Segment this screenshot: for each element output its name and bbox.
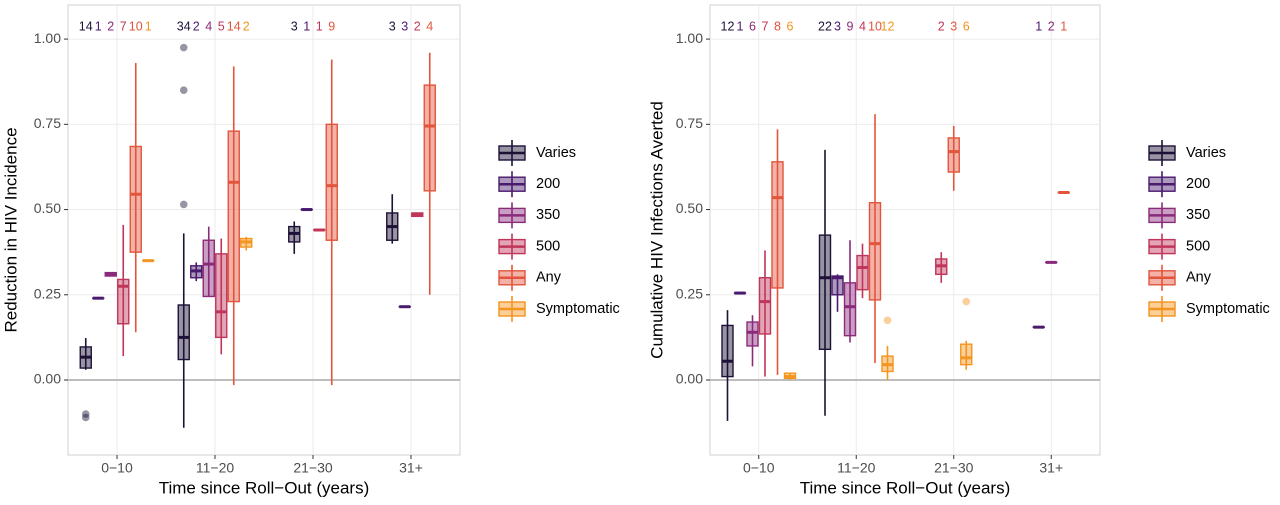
count-label: 2 [107, 19, 114, 33]
legend-label: 500 [536, 238, 560, 254]
x-tick-label: 11−20 [196, 460, 234, 476]
count-label: 34 [177, 19, 191, 33]
box [203, 240, 214, 296]
x-tick-label: 31+ [399, 460, 423, 476]
legend-label: Varies [1186, 145, 1226, 161]
x-axis-title: Time since Roll−Out (years) [800, 478, 1011, 497]
box [820, 235, 831, 349]
count-label: 9 [847, 19, 854, 33]
box [747, 322, 758, 346]
outlier [82, 414, 90, 422]
count-label: 2 [243, 19, 250, 33]
legend-label: 200 [536, 176, 560, 192]
legend-label: Symptomatic [1186, 301, 1270, 317]
y-tick-label: 0.75 [676, 115, 703, 131]
count-label: 1 [145, 19, 152, 33]
legend-label: Any [536, 270, 562, 286]
count-label: 3 [834, 19, 841, 33]
y-tick-label: 0.00 [34, 371, 61, 387]
x-axis-title: Time since Roll−Out (years) [159, 478, 370, 497]
count-label: 1 [737, 19, 744, 33]
y-axis-title: Reduction in HIV Incidence [1, 127, 20, 332]
count-label: 3 [389, 19, 396, 33]
legend-label: Symptomatic [536, 301, 620, 317]
x-tick-label: 31+ [1039, 460, 1063, 476]
count-label: 4 [859, 19, 866, 33]
count-label: 1 [95, 19, 102, 33]
x-tick-label: 0−10 [743, 460, 775, 476]
x-tick-label: 11−20 [837, 460, 875, 476]
count-label: 2 [1048, 19, 1055, 33]
y-tick-label: 0.75 [34, 115, 61, 131]
box [948, 138, 959, 172]
legend-label: 350 [1186, 207, 1210, 223]
x-tick-label: 21−30 [293, 460, 333, 476]
count-label: 2 [414, 19, 421, 33]
count-label: 1 [1035, 19, 1042, 33]
count-label: 3 [950, 19, 957, 33]
x-tick-label: 0−10 [101, 460, 133, 476]
y-tick-label: 0.00 [676, 371, 703, 387]
count-label: 6 [749, 19, 756, 33]
outlier [962, 298, 970, 306]
count-label: 3 [291, 19, 298, 33]
plot-panel [68, 5, 460, 455]
count-label: 1 [316, 19, 323, 33]
count-label: 3 [401, 19, 408, 33]
box [772, 162, 783, 288]
y-tick-label: 0.25 [676, 285, 703, 301]
count-label: 7 [120, 19, 127, 33]
box [216, 254, 227, 338]
count-label: 14 [227, 19, 241, 33]
y-tick-label: 0.50 [34, 200, 61, 216]
count-label: 1 [303, 19, 310, 33]
count-label: 4 [426, 19, 433, 33]
y-tick-label: 0.25 [34, 285, 61, 301]
box [424, 85, 435, 191]
box [870, 203, 881, 300]
box [845, 283, 856, 336]
x-tick-label: 21−30 [934, 460, 974, 476]
count-label: 6 [787, 19, 794, 33]
count-label: 12 [721, 19, 735, 33]
y-axis-title: Cumulative HIV Infections Averted [647, 101, 666, 359]
count-label: 2 [938, 19, 945, 33]
legend-label: Any [1186, 270, 1212, 286]
box [760, 278, 771, 334]
outlier [884, 317, 892, 325]
legend-label: Varies [536, 145, 576, 161]
box [961, 344, 972, 364]
outlier [180, 86, 188, 94]
box [228, 131, 239, 301]
legend-label: 500 [1186, 238, 1210, 254]
count-label: 7 [762, 19, 769, 33]
box [857, 256, 868, 290]
y-tick-label: 1.00 [676, 30, 703, 46]
count-label: 6 [963, 19, 970, 33]
count-label: 9 [328, 19, 335, 33]
box [326, 124, 337, 240]
box [722, 325, 733, 376]
plot-panel [710, 5, 1100, 455]
y-tick-label: 1.00 [34, 30, 61, 46]
count-label: 5 [218, 19, 225, 33]
box [130, 146, 141, 252]
count-label: 2 [193, 19, 200, 33]
count-label: 4 [205, 19, 212, 33]
count-label: 14 [79, 19, 93, 33]
count-label: 10 [129, 19, 143, 33]
legend-label: 200 [1186, 176, 1210, 192]
outlier [180, 44, 188, 52]
count-label: 12 [881, 19, 895, 33]
y-tick-label: 0.50 [676, 200, 703, 216]
outlier [180, 201, 188, 209]
legend-label: 350 [536, 207, 560, 223]
count-label: 8 [774, 19, 781, 33]
count-label: 22 [818, 19, 832, 33]
box [178, 305, 189, 360]
count-label: 1 [1060, 19, 1067, 33]
